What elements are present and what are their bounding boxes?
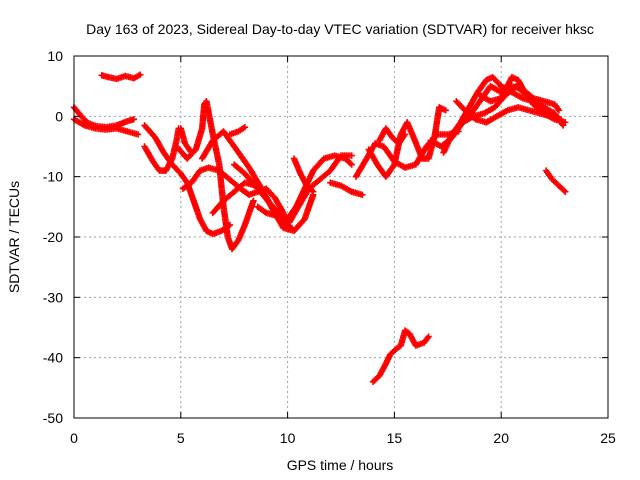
- data-points: [70, 71, 569, 385]
- y-tick-label: -50: [43, 410, 63, 426]
- chart-title: Day 163 of 2023, Sidereal Day-to-day VTE…: [86, 21, 594, 37]
- x-tick-label: 20: [493, 430, 509, 446]
- series-arc-22: [476, 73, 569, 126]
- series-arc-12: [254, 152, 355, 223]
- data-point: [555, 107, 563, 114]
- x-tick-label: 15: [387, 430, 403, 446]
- data-point: [310, 188, 317, 195]
- series-arc-14: [327, 179, 366, 198]
- data-point: [562, 119, 569, 126]
- series-arc-7: [179, 164, 291, 229]
- series-arc-3: [98, 71, 144, 83]
- axis-ticks: 0 5 10 15 20 25 10 0 -10 -20 -30 -40 -50: [43, 48, 616, 446]
- series-arc-4: [141, 122, 234, 238]
- y-tick-label: 10: [47, 48, 63, 64]
- series-arc-23: [542, 167, 569, 195]
- data-point: [347, 160, 354, 167]
- y-tick-label: -30: [43, 289, 63, 305]
- series-arc-24: [369, 327, 432, 385]
- data-point: [560, 187, 568, 194]
- data-point: [425, 333, 432, 340]
- series-arc-10: [226, 123, 249, 138]
- data-point: [130, 116, 138, 123]
- data-point: [359, 191, 366, 198]
- data-point: [348, 152, 355, 159]
- data-point: [250, 197, 257, 204]
- x-axis-label: GPS time / hours: [287, 457, 394, 473]
- data-point: [134, 131, 142, 138]
- y-axis-label: SDTVAR / TECUs: [6, 181, 22, 293]
- series-arc-2: [70, 116, 142, 138]
- series-arc-16: [365, 104, 449, 180]
- data-point: [308, 187, 316, 194]
- y-tick-label: -40: [43, 350, 63, 366]
- data-point: [348, 161, 355, 168]
- x-tick-label: 10: [280, 430, 296, 446]
- x-tick-label: 0: [70, 430, 78, 446]
- data-point: [401, 131, 409, 138]
- y-tick-label: -20: [43, 229, 63, 245]
- data-point: [241, 123, 249, 131]
- x-tick-label: 5: [177, 430, 185, 446]
- x-tick-label: 25: [600, 430, 616, 446]
- data-point: [137, 71, 144, 78]
- data-point: [442, 107, 449, 114]
- y-tick-label: 0: [55, 108, 63, 124]
- series-arc-5: [141, 125, 195, 174]
- y-tick-label: -10: [43, 169, 63, 185]
- series-arc-13: [290, 155, 317, 195]
- series-arc-17: [376, 125, 409, 147]
- data-point: [562, 188, 569, 195]
